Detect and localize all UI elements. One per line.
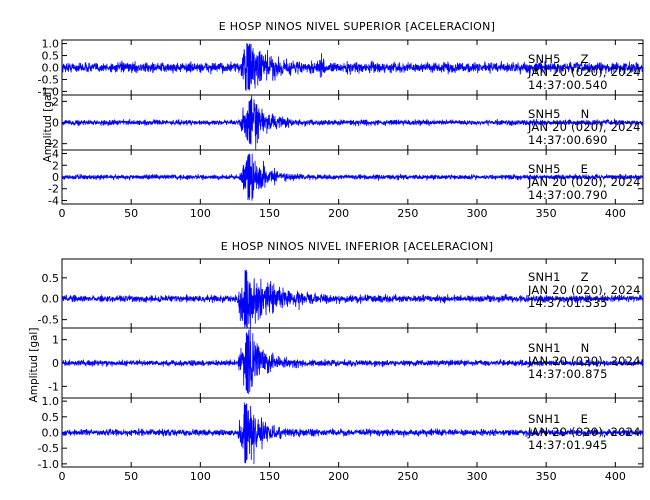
waveform-trace	[61, 42, 644, 91]
y-tick-label: 0.5	[42, 411, 60, 424]
y-tick-label: -4	[48, 194, 59, 207]
station-component-label: SNH1 E	[528, 412, 588, 426]
station-name: SNH1	[528, 270, 561, 284]
panel-snh1-e: 1.0 0.5 0.0 -0.5 -1.0 SNH1 E JAN 20 (020), 20…	[38, 395, 644, 471]
panel-snh5-z: 1.00.50.0-0.5-1.0 SNH5 Z JAN 20 (020), 20…	[38, 38, 644, 98]
waveform-trace	[61, 327, 644, 395]
station-name: SNH1	[528, 412, 561, 426]
record-date: JAN 20 (020), 2024	[527, 175, 641, 189]
chart-inferior: E HOSP NINOS NIVEL INFERIOR [ACELERACION…	[28, 240, 644, 483]
y-tick-label: 0	[52, 117, 59, 130]
x-tick-label: 0	[59, 470, 66, 483]
panel-snh5-n: 2 0 -2 SNH5 N JAN 20 (020), 2024 14:37:00.6…	[48, 94, 644, 151]
station-name: SNH5	[528, 162, 561, 176]
x-tick-label: 250	[397, 207, 418, 220]
component-name: N	[581, 107, 590, 121]
panel-snh1-n: 1 0 -1 SNH1 N JAN 20 (020), 2024 14:37:00.8…	[48, 327, 644, 399]
y-tick-label: 0.5	[42, 50, 60, 63]
component-name: E	[581, 162, 588, 176]
x-tick-label: 200	[328, 470, 349, 483]
x-tick-label: 100	[190, 470, 211, 483]
y-tick-label: -2	[48, 138, 59, 151]
y-tick-label: 4	[52, 148, 59, 161]
chart-title: E HOSP NINOS NIVEL SUPERIOR [ACELERACION…	[219, 20, 495, 33]
x-axis: 0 50 100 150 200 250 300 350 400	[59, 207, 626, 220]
station-name: SNH5	[528, 52, 561, 66]
record-time: 14:37:01.945	[528, 438, 608, 452]
record-date: JAN 20 (020), 2024	[527, 425, 641, 439]
station-component-label: SNH5 N	[528, 107, 589, 121]
y-tick-label: 0	[52, 171, 59, 184]
station-component-label: SNH1 N	[528, 341, 589, 355]
x-tick-label: 250	[397, 470, 418, 483]
waveform-trace	[61, 94, 644, 150]
y-tick-label: -1.0	[38, 85, 59, 98]
component-name: N	[581, 341, 590, 355]
record-time: 14:37:00.690	[528, 133, 608, 147]
station-component-label: SNH5 E	[528, 162, 588, 176]
panel-snh5-e: 420-2-4 SNH5 E JAN 20 (020), 2024 14:37:0…	[48, 148, 644, 207]
y-axis-label: Amplitud [gal]	[42, 88, 54, 163]
panel-snh1-z: 0.5 0.0 -0.5 SNH1 Z JAN 20 (020), 2024 14:3…	[38, 258, 644, 329]
x-tick-label: 200	[328, 207, 349, 220]
y-tick-label: 0.0	[42, 62, 60, 75]
record-time: 14:37:00.540	[528, 78, 608, 92]
y-tick-label: -0.5	[38, 73, 59, 86]
x-axis: 0 50 100 150 200 250 300 350 400	[59, 470, 626, 483]
y-tick-label: 0.5	[42, 272, 60, 285]
y-tick-label: -0.5	[38, 314, 59, 327]
waveform-trace	[61, 269, 644, 329]
y-axis-label: Amplitud [gal]	[28, 328, 40, 403]
x-tick-label: 50	[124, 207, 138, 220]
y-tick-label: 0.0	[42, 427, 60, 440]
x-tick-label: 350	[536, 207, 557, 220]
chart-title: E HOSP NINOS NIVEL INFERIOR [ACELERACION…	[221, 240, 494, 253]
y-tick-label: -0.5	[38, 442, 59, 455]
record-date: JAN 20 (020), 2024	[527, 65, 641, 79]
component-name: Z	[581, 270, 589, 284]
waveform-trace	[61, 402, 644, 465]
x-tick-label: 300	[467, 470, 488, 483]
x-tick-label: 350	[536, 470, 557, 483]
waveform-trace	[61, 153, 644, 201]
record-date: JAN 20 (020), 2024	[527, 283, 641, 297]
x-tick-label: 300	[467, 207, 488, 220]
station-component-label: SNH5 Z	[528, 52, 589, 66]
x-tick-label: 50	[124, 470, 138, 483]
y-tick-label: 1.0	[42, 38, 60, 51]
x-tick-label: 400	[605, 470, 626, 483]
y-tick-label: 0.0	[42, 293, 60, 306]
station-name: SNH1	[528, 341, 561, 355]
y-tick-label: 1.0	[42, 395, 60, 408]
x-tick-label: 150	[259, 207, 280, 220]
y-tick-label: 1	[52, 334, 59, 347]
y-tick-label: -2	[48, 183, 59, 196]
x-tick-label: 400	[605, 207, 626, 220]
record-time: 14:37:00.790	[528, 188, 608, 202]
record-date: JAN 20 (020), 2024	[527, 354, 641, 368]
x-tick-label: 0	[59, 207, 66, 220]
record-time: 14:37:00.875	[528, 367, 608, 381]
y-tick-label: 0	[52, 357, 59, 370]
chart-superior: E HOSP NINOS NIVEL SUPERIOR [ACELERACION…	[38, 20, 644, 220]
x-tick-label: 100	[190, 207, 211, 220]
y-tick-label: -1.0	[38, 458, 59, 471]
station-component-label: SNH1 Z	[528, 270, 589, 284]
station-name: SNH5	[528, 107, 561, 121]
y-tick-label: 2	[52, 159, 59, 172]
y-tick-label: 2	[52, 95, 59, 108]
record-time: 14:37:01.535	[528, 296, 608, 310]
component-name: Z	[581, 52, 589, 66]
component-name: E	[581, 412, 588, 426]
y-tick-label: -1	[48, 380, 59, 393]
x-tick-label: 150	[259, 470, 280, 483]
record-date: JAN 20 (020), 2024	[527, 120, 641, 134]
